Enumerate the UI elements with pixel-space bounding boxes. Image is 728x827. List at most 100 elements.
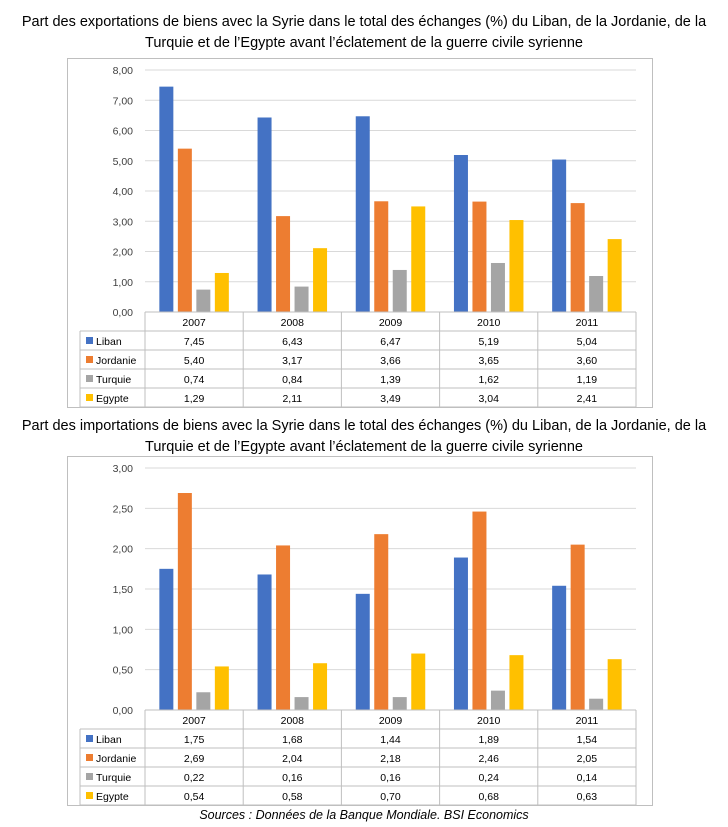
bar-jordanie-2008 — [276, 216, 291, 312]
category-label: 2011 — [576, 715, 599, 727]
y-tick-label: 6,00 — [113, 126, 134, 138]
bar-turquie-2011 — [589, 698, 604, 710]
data-label: 2,18 — [380, 753, 401, 765]
imports-chart-svg: 0,00 0,50 1,00 1,50 2,00 2,50 3,00 2007 2008 2009… — [79, 463, 637, 806]
data-label: 5,19 — [478, 336, 499, 348]
y-tick-label: 1,00 — [113, 624, 134, 636]
bar-turquie-2009 — [392, 697, 407, 710]
legend-key-egypte — [86, 792, 93, 799]
bar-turquie-2008 — [294, 286, 309, 312]
bar-turquie-2010 — [490, 690, 505, 710]
category-label: 2010 — [477, 715, 501, 727]
bar-egypte-2008 — [313, 663, 328, 710]
legend-label-egypte: Egypte — [96, 393, 129, 405]
y-tick-label: 1,00 — [113, 277, 134, 289]
bar-liban-2010 — [453, 557, 468, 710]
bar-jordanie-2011 — [570, 203, 585, 312]
data-label: 0,74 — [184, 374, 205, 386]
y-tick-label: 2,00 — [113, 247, 134, 259]
data-label: 0,14 — [577, 772, 598, 784]
category-label: 2010 — [477, 317, 501, 329]
bar-jordanie-2008 — [276, 545, 291, 710]
data-label: 3,66 — [380, 355, 401, 367]
y-tick-label: 7,00 — [113, 95, 134, 107]
legend-key-egypte — [86, 394, 93, 401]
category-label: 2009 — [379, 317, 403, 329]
data-label: 0,84 — [282, 374, 303, 386]
data-label: 2,41 — [577, 393, 598, 405]
data-label: 1,19 — [577, 374, 598, 386]
category-label: 2007 — [182, 715, 206, 727]
legend-label-liban: Liban — [96, 734, 122, 746]
category-label: 2011 — [576, 317, 599, 329]
bar-turquie-2009 — [392, 269, 407, 312]
category-label: 2008 — [281, 317, 305, 329]
legend-label-jordanie: Jordanie — [96, 355, 136, 367]
y-tick-label: 2,50 — [113, 503, 134, 515]
y-tick-label: 0,00 — [113, 307, 134, 319]
data-label: 3,60 — [577, 355, 598, 367]
bar-jordanie-2010 — [472, 201, 487, 312]
data-label: 0,16 — [282, 772, 303, 784]
data-label: 0,54 — [184, 791, 205, 803]
y-tick-label: 8,00 — [113, 65, 134, 77]
data-label: 7,45 — [184, 336, 205, 348]
bar-liban-2007 — [159, 86, 174, 312]
bar-egypte-2007 — [214, 666, 229, 710]
data-label: 3,49 — [380, 393, 401, 405]
bar-liban-2008 — [257, 117, 272, 313]
category-label: 2007 — [182, 317, 206, 329]
data-label: 5,04 — [577, 336, 598, 348]
exports-chart-svg: 0,00 1,00 2,00 3,00 4,00 5,00 6,00 7,00 8,00 2007… — [79, 65, 637, 408]
exports-chart-title: Part des exportations de biens avec la S… — [21, 14, 707, 51]
exports-chart: 0,00 1,00 2,00 3,00 4,00 5,00 6,00 7,00 8,00 2007… — [67, 58, 653, 408]
bar-egypte-2011 — [607, 659, 622, 710]
bar-jordanie-2010 — [472, 511, 487, 710]
bar-liban-2011 — [552, 585, 567, 710]
bar-jordanie-2009 — [374, 201, 389, 312]
bar-turquie-2011 — [589, 276, 604, 312]
data-label: 0,22 — [184, 772, 205, 784]
bar-jordanie-2007 — [177, 148, 192, 312]
data-label: 1,29 — [184, 393, 205, 405]
data-label: 1,44 — [380, 734, 401, 746]
bar-liban-2011 — [552, 159, 567, 312]
data-label: 0,70 — [380, 791, 401, 803]
data-label: 0,24 — [478, 772, 499, 784]
imports-chart-title: Part des importations de biens avec la S… — [21, 418, 707, 455]
y-tick-label: 3,00 — [113, 463, 134, 475]
legend-key-liban — [86, 735, 93, 742]
data-label: 6,43 — [282, 336, 303, 348]
bar-egypte-2011 — [607, 239, 622, 312]
bar-turquie-2008 — [294, 697, 309, 710]
bar-egypte-2009 — [411, 653, 426, 710]
source-note: Sources : Données de la Banque Mondiale.… — [199, 808, 529, 822]
y-tick-label: 0,00 — [113, 705, 134, 717]
y-tick-label: 4,00 — [113, 186, 134, 198]
legend-key-turquie — [86, 773, 93, 780]
legend-key-turquie — [86, 375, 93, 382]
data-label: 2,69 — [184, 753, 205, 765]
y-tick-label: 2,00 — [113, 544, 134, 556]
bar-jordanie-2011 — [570, 544, 585, 710]
data-label: 2,11 — [282, 393, 302, 405]
y-tick-label: 5,00 — [113, 156, 134, 168]
bar-egypte-2008 — [313, 248, 328, 312]
data-label: 1,62 — [478, 374, 499, 386]
bar-liban-2007 — [159, 568, 174, 710]
data-label: 2,46 — [478, 753, 499, 765]
data-label: 3,17 — [282, 355, 303, 367]
data-label: 1,39 — [380, 374, 401, 386]
data-label: 1,89 — [478, 734, 499, 746]
bar-jordanie-2007 — [177, 493, 192, 710]
bar-turquie-2007 — [196, 692, 211, 710]
legend-label-liban: Liban — [96, 336, 122, 348]
data-label: 0,68 — [478, 791, 499, 803]
bar-liban-2010 — [453, 155, 468, 312]
legend-label-turquie: Turquie — [96, 374, 131, 386]
bar-turquie-2010 — [490, 262, 505, 312]
data-label: 0,63 — [577, 791, 598, 803]
data-label: 1,54 — [577, 734, 598, 746]
legend-key-jordanie — [86, 754, 93, 761]
legend-key-jordanie — [86, 356, 93, 363]
